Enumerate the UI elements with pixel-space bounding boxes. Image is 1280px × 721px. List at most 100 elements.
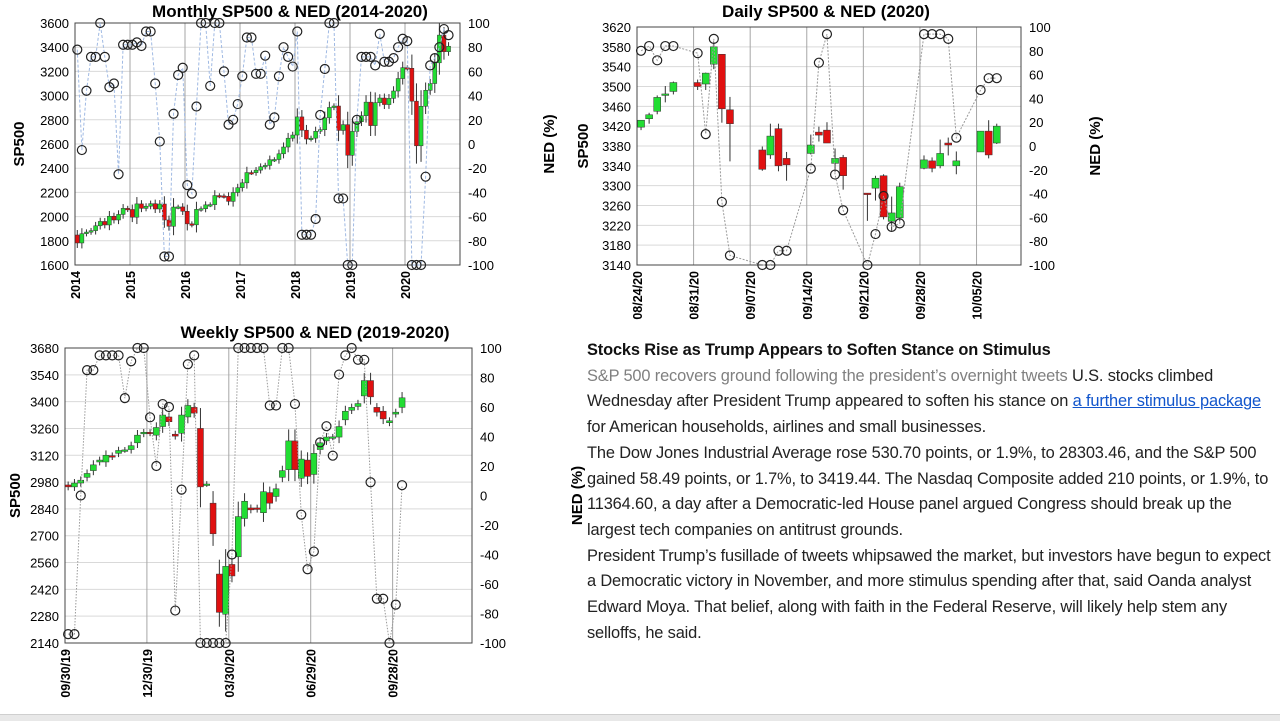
ned-point [264,119,275,130]
ned-point [159,251,170,262]
candle-up [276,153,282,160]
ned-point [168,108,179,119]
candle-up [153,427,160,436]
y-tick-label: 3260 [602,199,631,214]
ned-point [81,365,93,376]
ned-point [119,393,130,404]
ned-point [182,180,193,191]
ned-point [365,51,376,62]
candle-up [313,131,318,139]
candle-down [944,142,952,146]
candle-up [661,93,670,96]
ned-point [324,17,335,29]
y-tick-label: 3620 [602,20,631,35]
y-tick-label: 1600 [40,258,69,273]
y-tick-label: 2420 [30,582,59,597]
candle-down [718,54,726,110]
y-tick-label: 3180 [602,238,631,253]
ned-point [328,17,340,29]
candle-up [423,90,428,107]
candle-up [148,203,153,207]
ned-point [154,136,165,147]
ned-point [983,73,994,84]
ned-point [201,637,212,649]
ned-point [443,29,454,41]
ned-point [113,350,124,361]
y2-tick-label: -100 [468,258,494,273]
ned-point [269,112,280,123]
y-tick-label: 2560 [30,556,59,571]
ned-point [287,61,298,72]
x-tick-label: 10/05/20 [971,271,985,320]
candle-up [97,221,103,227]
candle-down [217,195,222,198]
ned-point [237,71,248,82]
ned-point [176,484,187,495]
y-tick-label: 3500 [602,80,631,95]
candle-down [162,203,167,221]
ned-point [220,637,231,649]
candle-up [116,214,121,221]
ned-point [411,259,422,271]
candle-up [171,206,176,227]
stimulus-package-link[interactable]: a further stimulus package [1072,392,1261,411]
y2-tick-label: 40 [468,89,482,104]
horizontal-scrollbar[interactable] [0,714,1280,721]
ned-point [108,78,120,89]
y-tick-label: 3260 [30,421,59,436]
ned-point [278,42,289,53]
candle-up [766,135,775,156]
ned-point [209,17,220,29]
ned-point [346,342,357,354]
ned-point [870,228,881,240]
candle-up [327,107,332,119]
y2-tick-label: 80 [1029,44,1043,59]
candle-up [317,129,323,132]
ned-point [250,68,262,79]
ned-point [370,60,381,71]
ned-point [140,26,152,37]
candle-down [758,149,767,170]
candle-up [372,102,378,126]
candle-up [272,488,280,497]
candle-down [139,203,144,209]
ned-point [72,44,83,55]
x-tick-label: 2016 [179,271,193,299]
ned-point [195,17,207,29]
ned-point [207,637,219,649]
candle-up [446,45,451,52]
x-tick-label: 09/30/19 [59,649,73,698]
candle-down [414,100,419,147]
candle-up [807,144,815,154]
ned-point [692,48,703,59]
chart-title: Weekly SP500 & NED (2019-2020) [180,323,449,342]
candle-up [203,204,208,209]
candle-up [127,445,135,450]
plot-area-border [636,26,1022,266]
candle-up [285,137,291,148]
ned-point [205,80,216,92]
ned-point [838,205,849,216]
candle-down [111,215,117,221]
candle-down [782,158,791,166]
ned-point [805,163,816,174]
ned-point [76,144,87,156]
y2-axis-label: NED (%) [569,466,586,525]
y2-tick-label: -100 [1029,258,1055,273]
ned-point [260,50,271,61]
article-subhead: S&P 500 recovers ground following the pr… [587,366,1068,385]
y2-tick-label: 0 [468,137,475,152]
ned-point [241,32,252,43]
y2-tick-label: 100 [480,341,502,356]
y2-tick-label: 0 [480,489,487,504]
ned-point [88,365,99,376]
candle-up [240,182,245,188]
candle-down [247,507,255,511]
candle-down [180,206,185,212]
candle-up [310,453,318,475]
ned-point [283,342,294,354]
ned-point [63,629,74,640]
ned-point [352,354,364,365]
x-tick-label: 2018 [289,271,303,299]
ned-point [186,188,197,199]
